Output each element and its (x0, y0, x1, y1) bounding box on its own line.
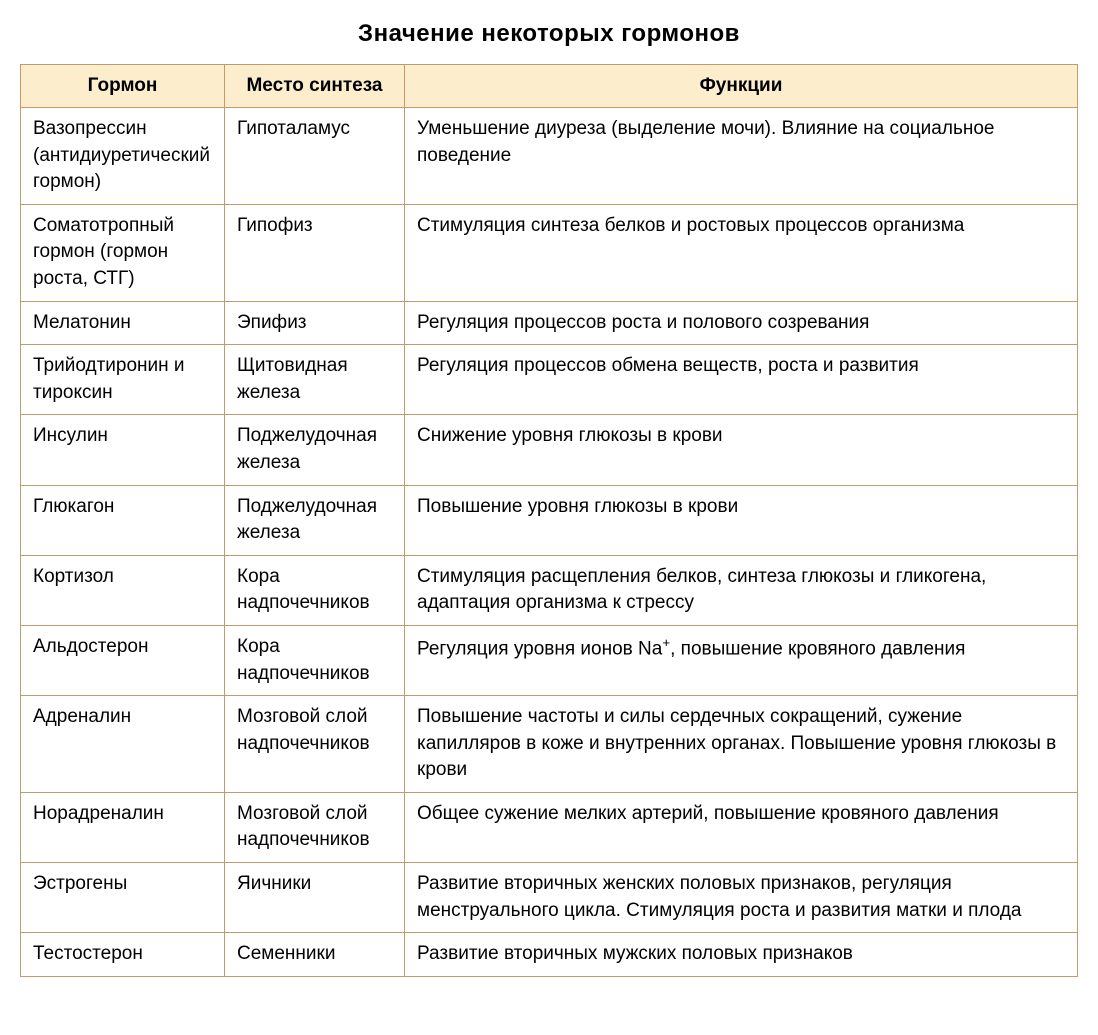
cell-function: Регуляция процессов обмена веществ, рост… (405, 345, 1078, 415)
hormones-table: Гормон Место синтеза Функции Вазопрессин… (20, 64, 1078, 977)
cell-function: Развитие вторичных мужских половых призн… (405, 933, 1078, 977)
cell-hormone: Глюкагон (21, 485, 225, 555)
table-row: Соматотропный гормон (гормон роста, СТГ)… (21, 204, 1078, 301)
cell-site: Мозговой слой надпочечников (225, 696, 405, 793)
cell-site: Семенники (225, 933, 405, 977)
table-row: Трийодтиронин и тироксинЩитовидная желез… (21, 345, 1078, 415)
table-row: КортизолКора надпочечниковСтимуляция рас… (21, 555, 1078, 625)
cell-function: Уменьшение диуреза (выделение мочи). Вли… (405, 108, 1078, 205)
cell-site: Поджелудочная железа (225, 485, 405, 555)
header-row: Гормон Место синтеза Функции (21, 65, 1078, 108)
cell-function: Повышение частоты и силы сердечных сокра… (405, 696, 1078, 793)
table-row: ТестостеронСеменникиРазвитие вторичных м… (21, 933, 1078, 977)
cell-site: Гипоталамус (225, 108, 405, 205)
page-title: Значение некоторых гормонов (20, 20, 1078, 48)
cell-hormone: Эстрогены (21, 863, 225, 933)
cell-site: Щитовидная железа (225, 345, 405, 415)
cell-hormone: Адреналин (21, 696, 225, 793)
table-row: МелатонинЭпифизРегуляция процессов роста… (21, 301, 1078, 345)
cell-site: Яичники (225, 863, 405, 933)
cell-hormone: Вазопрессин (антидиуретический гормон) (21, 108, 225, 205)
cell-site: Кора надпочечников (225, 625, 405, 695)
header-hormone: Гормон (21, 65, 225, 108)
table-row: АльдостеронКора надпочечниковРегуляция у… (21, 625, 1078, 695)
table-head: Гормон Место синтеза Функции (21, 65, 1078, 108)
cell-site: Эпифиз (225, 301, 405, 345)
cell-hormone: Тестостерон (21, 933, 225, 977)
cell-function: Снижение уровня глюкозы в крови (405, 415, 1078, 485)
table-row: НорадреналинМозговой слой надпочечниковО… (21, 792, 1078, 862)
table-row: ИнсулинПоджелудочная железаСнижение уров… (21, 415, 1078, 485)
header-function: Функции (405, 65, 1078, 108)
cell-site: Кора надпочечников (225, 555, 405, 625)
cell-function: Повышение уровня глюкозы в крови (405, 485, 1078, 555)
cell-hormone: Трийодтиронин и тироксин (21, 345, 225, 415)
cell-hormone: Альдостерон (21, 625, 225, 695)
table-body: Вазопрессин (антидиуретический гормон)Ги… (21, 108, 1078, 977)
cell-function: Регуляция процессов роста и полового соз… (405, 301, 1078, 345)
cell-site: Мозговой слой надпочечников (225, 792, 405, 862)
cell-function: Общее сужение мелких артерий, повышение … (405, 792, 1078, 862)
cell-hormone: Соматотропный гормон (гормон роста, СТГ) (21, 204, 225, 301)
cell-site: Поджелудочная железа (225, 415, 405, 485)
table-row: Вазопрессин (антидиуретический гормон)Ги… (21, 108, 1078, 205)
cell-hormone: Инсулин (21, 415, 225, 485)
cell-site: Гипофиз (225, 204, 405, 301)
cell-function: Развитие вторичных женских половых призн… (405, 863, 1078, 933)
cell-hormone: Кортизол (21, 555, 225, 625)
cell-function: Регуляция уровня ионов Na+, повышение кр… (405, 625, 1078, 695)
table-row: ГлюкагонПоджелудочная железаПовышение ур… (21, 485, 1078, 555)
cell-hormone: Норадреналин (21, 792, 225, 862)
cell-function: Стимуляция синтеза белков и ростовых про… (405, 204, 1078, 301)
cell-function: Стимуляция расщепления белков, синтеза г… (405, 555, 1078, 625)
header-site: Место синтеза (225, 65, 405, 108)
table-row: ЭстрогеныЯичникиРазвитие вторичных женск… (21, 863, 1078, 933)
table-row: АдреналинМозговой слой надпочечниковПовы… (21, 696, 1078, 793)
cell-hormone: Мелатонин (21, 301, 225, 345)
